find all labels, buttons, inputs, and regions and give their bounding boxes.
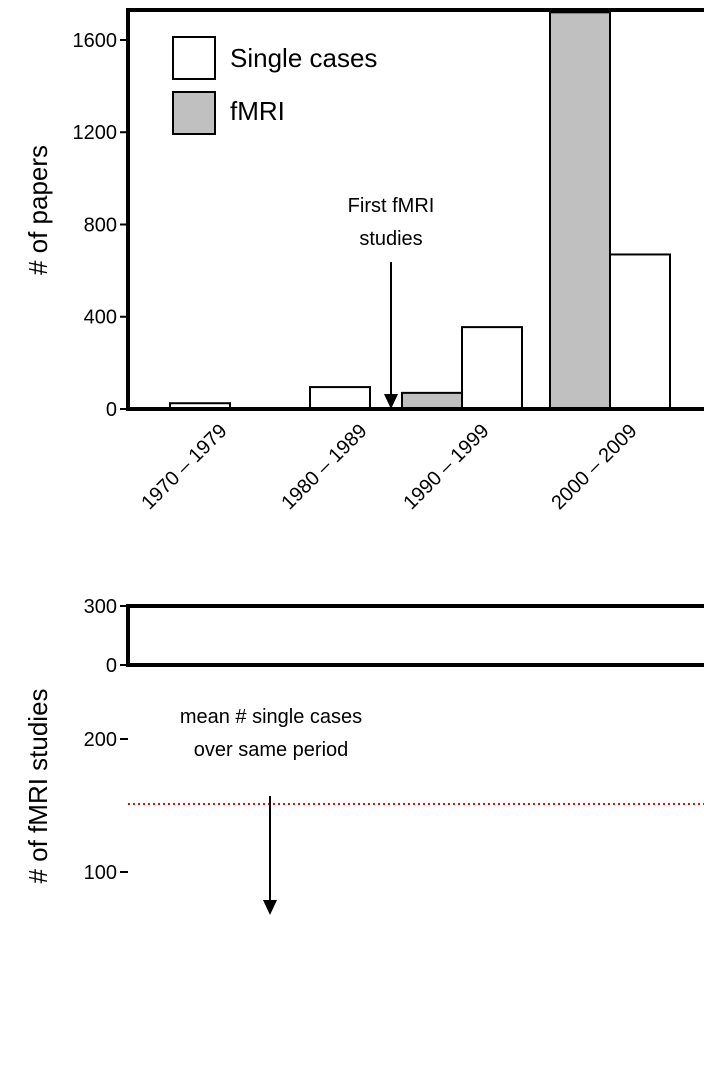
legend-swatch-single-cases bbox=[172, 36, 216, 80]
bar-fmri bbox=[549, 11, 611, 410]
bar-fmri bbox=[401, 391, 463, 411]
mean-annotation-line-2: over same period bbox=[194, 739, 349, 761]
mean-arrow-head bbox=[263, 900, 277, 915]
top-y-tick-label: 1200 bbox=[73, 122, 118, 144]
bottom-y-tick-label: 0 bbox=[106, 655, 117, 677]
bottom-y-tick-label: 200 bbox=[84, 729, 117, 751]
top-x-tick-label: 1980 – 1989 bbox=[277, 420, 371, 514]
first-fmri-annotation: First fMRI studies bbox=[348, 195, 435, 409]
bar-single-cases bbox=[309, 386, 371, 411]
top-y-tick-label: 1600 bbox=[73, 30, 118, 52]
top-x-tick-label: 1990 – 1999 bbox=[399, 420, 493, 514]
top-y-tick-label: 400 bbox=[84, 307, 117, 329]
first-fmri-annotation-line-1: First fMRI bbox=[348, 195, 435, 217]
fmri-studies-line-chart: # of fMRI studies 0 100 200 300 mean # sing… bbox=[23, 596, 704, 915]
first-fmri-annotation-line-2: studies bbox=[359, 228, 422, 250]
bar-single-cases bbox=[461, 326, 523, 410]
mean-single-cases-annotation: mean # single cases over same period bbox=[180, 706, 362, 915]
legend-label-fmri: fMRI bbox=[230, 96, 285, 126]
top-y-axis-label: # of papers bbox=[23, 145, 53, 275]
bar-single-cases bbox=[609, 253, 671, 410]
top-x-tick-label: 2000 – 2009 bbox=[547, 420, 641, 514]
top-y-tick-label: 800 bbox=[84, 214, 117, 236]
bottom-y-tick-label: 100 bbox=[84, 862, 117, 884]
legend-label-single-cases: Single cases bbox=[230, 43, 377, 73]
papers-bar-chart: # of papers 0 400 800 1200 1600 1970 – 1979 1… bbox=[23, 8, 704, 514]
legend: Single cases fMRI bbox=[172, 36, 377, 135]
top-x-tick-label: 1970 – 1979 bbox=[137, 420, 231, 514]
bottom-y-axis-label: # of fMRI studies bbox=[23, 688, 53, 883]
legend-swatch-fmri bbox=[172, 91, 216, 135]
top-y-tick-label: 0 bbox=[106, 399, 117, 421]
first-fmri-arrow-head bbox=[384, 394, 398, 409]
mean-annotation-line-1: mean # single cases bbox=[180, 706, 362, 728]
bottom-y-tick-label: 300 bbox=[84, 596, 117, 618]
